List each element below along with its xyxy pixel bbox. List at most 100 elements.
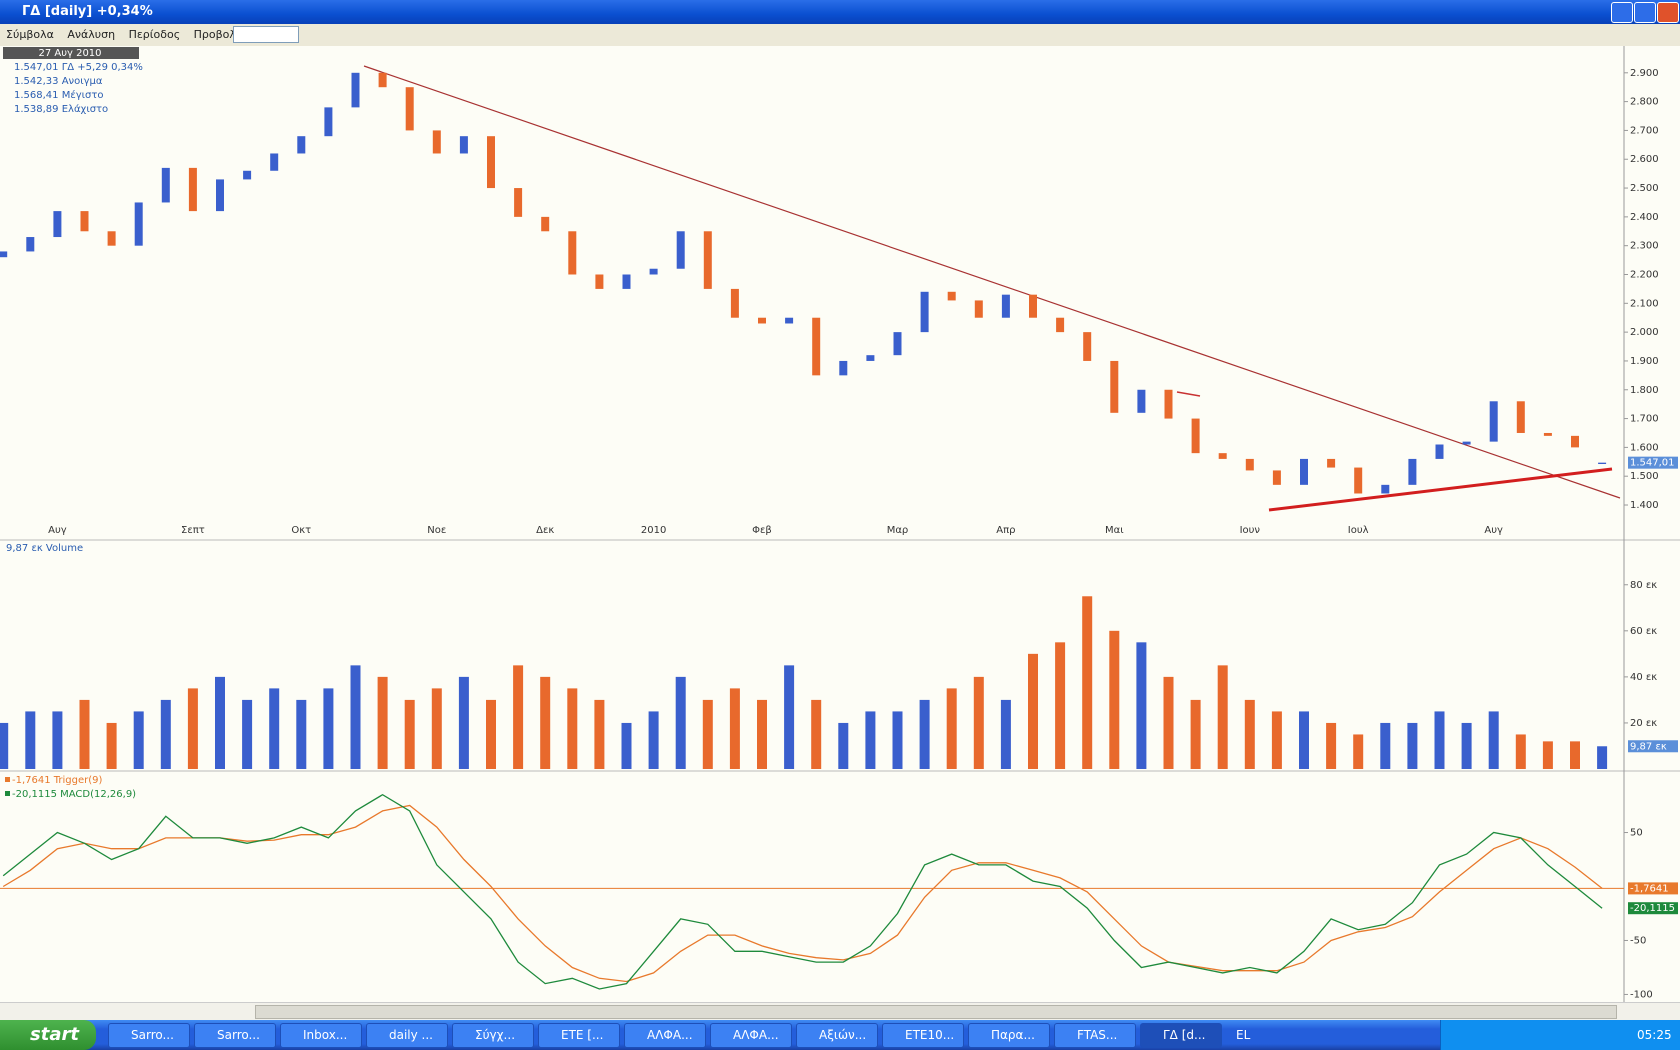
volume-bar [892, 711, 903, 769]
close-button[interactable] [1657, 2, 1679, 23]
price-tag-bg [1628, 456, 1678, 469]
price-tag: 1.547,01 [1630, 458, 1675, 469]
volume-bar [1299, 711, 1309, 769]
candle-body [1218, 453, 1227, 459]
candle-body [161, 167, 170, 203]
volume-bar [1217, 665, 1228, 769]
candle-body [134, 202, 143, 246]
legend-entry: -20,1115 MACD(12,26,9) [12, 789, 136, 800]
candle-body [1327, 458, 1336, 468]
volume-bar [215, 676, 225, 769]
y-tick-label: 60 εκ [1630, 626, 1657, 637]
volume-bar [1488, 711, 1499, 769]
y-tick-label: 20 εκ [1630, 718, 1657, 729]
candle-body [0, 251, 8, 258]
taskbar-item[interactable]: Sarro... [194, 1023, 276, 1048]
series-tag-bg [1628, 882, 1678, 895]
candle-body [26, 237, 35, 252]
x-tick-label: Αυγ [48, 525, 67, 536]
taskbar-item[interactable]: Αξιών... [796, 1023, 878, 1048]
candle-body [947, 291, 956, 301]
volume-bar [1190, 699, 1201, 769]
support-line [1268, 467, 1613, 512]
menu-item[interactable]: Σύμβολα [6, 28, 54, 41]
y-tick-label: 1.800 [1630, 385, 1659, 396]
chart-area: 1.400 1.500 1.600 1.700 1.800 1.900 2.000 2.100… [0, 46, 1680, 1002]
start-button[interactable]: start [0, 1020, 96, 1050]
scroll-thumb[interactable] [255, 1005, 1617, 1019]
taskbar-item[interactable]: ΑΛΦΑ... [624, 1023, 706, 1048]
window-title: ΓΔ [daily] +0,34% [22, 4, 153, 19]
y-tick-label: -50 [1630, 935, 1646, 946]
candle-body [243, 170, 252, 180]
x-tick-label: Ιουλ [1348, 525, 1369, 536]
candle-body [405, 87, 414, 131]
taskbar-item[interactable]: ΕΤΕ [... [538, 1023, 620, 1048]
candle-body [1571, 435, 1579, 448]
date-box [3, 47, 139, 59]
taskbar-item[interactable]: ΓΔ [d... [1140, 1023, 1222, 1048]
x-tick-label: Ιουν [1240, 525, 1261, 536]
candle-body [378, 72, 387, 88]
y-tick-label: 1.500 [1630, 471, 1659, 482]
cursor-date: 27 Αυγ 2010 [38, 48, 101, 59]
volume-bar [0, 722, 9, 769]
candle-body [1408, 458, 1417, 485]
volume-bar [567, 688, 578, 769]
taskbar-item[interactable]: ΑΛΦΑ... [710, 1023, 792, 1048]
volume-bar [594, 699, 605, 769]
menu-item[interactable]: Περίοδος [128, 28, 181, 41]
indicator-line [2, 804, 1603, 983]
taskbar-item[interactable]: FTAS... [1054, 1023, 1136, 1048]
volume-bar [1542, 741, 1553, 769]
y-tick-label: 2.300 [1630, 241, 1659, 252]
candle-body [1435, 444, 1444, 459]
volume-bar [540, 676, 551, 769]
volume-bar [1597, 746, 1608, 769]
volume-bar [1570, 741, 1580, 769]
candle-body [1056, 317, 1065, 333]
taskbar-item[interactable]: daily ... [366, 1023, 448, 1048]
minimize-button[interactable] [1611, 2, 1633, 23]
info-line: 1.538,89 Ελάχιστο [14, 103, 108, 115]
maximize-button[interactable] [1634, 2, 1656, 23]
candle-body [216, 179, 224, 212]
taskbar-item[interactable]: Παρα... [968, 1023, 1050, 1048]
volume-bar [25, 711, 36, 769]
y-tick-label: 2.200 [1630, 269, 1659, 280]
taskbar-item[interactable]: Σύγχ... [452, 1023, 534, 1048]
series-tag-bg [1628, 902, 1678, 915]
series-tag: -20,1115 [1630, 903, 1675, 914]
volume-bar [757, 699, 767, 769]
candle-body [920, 291, 929, 333]
menu-item[interactable]: Ανάλυση [67, 28, 116, 41]
volume-bar [431, 688, 442, 769]
candle-body [459, 136, 468, 154]
volume-bar [323, 688, 334, 769]
x-tick-label: Μαι [1105, 525, 1124, 536]
language[interactable]: EL [1236, 1028, 1251, 1042]
scrollbar[interactable] [0, 1002, 1680, 1021]
symbol-input[interactable] [233, 26, 299, 43]
menu-item[interactable]: Προβολή [193, 28, 243, 41]
info-line: 1.568,41 Μέγιστο [14, 89, 104, 101]
candle-body [1164, 389, 1173, 419]
candle-body [649, 268, 658, 275]
candle-body [514, 188, 523, 217]
taskbar-item[interactable]: ΕΤΕ10... [882, 1023, 964, 1048]
y-tick-label: 2.500 [1630, 183, 1659, 194]
volume-bar [919, 699, 930, 769]
y-tick-label: 2.600 [1630, 154, 1659, 165]
taskbar-item[interactable]: Inbox... [280, 1023, 362, 1048]
taskbar-item[interactable]: Sarro... [108, 1023, 190, 1048]
volume-bar [1028, 653, 1038, 769]
legend-entry: -1,7641 Trigger(9) [12, 775, 103, 786]
y-tick-label: 80 εκ [1630, 580, 1657, 591]
volume-bar [865, 711, 876, 769]
volume-bar [1515, 734, 1526, 769]
candle-body [812, 317, 821, 376]
x-tick-label: 2010 [641, 525, 666, 536]
taskbar: start EL 05:25 Sarro... Sarro... Inbox... d… [0, 1020, 1680, 1050]
candle-body [351, 72, 360, 108]
candle-body [1354, 467, 1363, 494]
